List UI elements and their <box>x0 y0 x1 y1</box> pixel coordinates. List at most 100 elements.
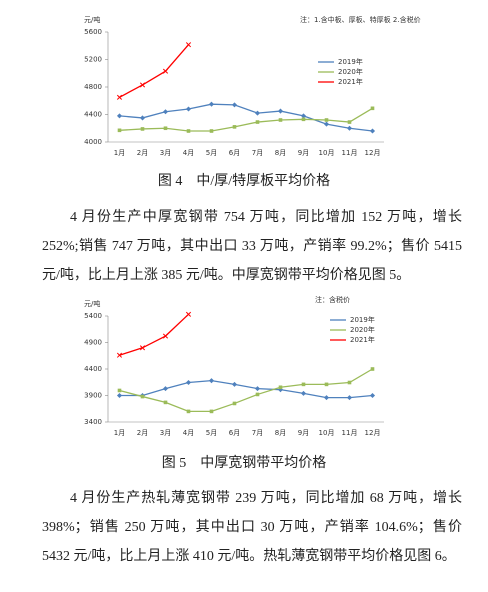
legend-label: 2019年 <box>338 57 363 66</box>
point <box>140 127 145 131</box>
point <box>116 113 123 119</box>
point <box>254 110 261 116</box>
point <box>162 68 169 74</box>
y-tick-label: 5600 <box>84 28 102 36</box>
x-tick-label: 9月 <box>298 429 309 437</box>
point <box>370 106 375 111</box>
y-tick-label: 4800 <box>84 83 102 91</box>
point <box>369 392 376 399</box>
y-tick-label: 4400 <box>84 365 102 373</box>
x-tick-label: 3月 <box>160 149 171 157</box>
point <box>139 345 146 351</box>
point <box>346 125 353 131</box>
point <box>231 381 238 387</box>
point <box>208 101 215 107</box>
y-tick-label: 3400 <box>84 418 102 426</box>
x-tick-label: 6月 <box>229 429 240 437</box>
chart: 元/吨 注：含税价 3400 3900 4400 4900 5400 1月 2月 3月 4月 5月 6月… <box>84 295 384 437</box>
x-tick-label: 10月 <box>319 149 335 157</box>
y-unit: 元/吨 <box>84 299 100 308</box>
y-tick-label: 3900 <box>84 392 102 400</box>
point <box>232 401 237 406</box>
point <box>116 94 123 100</box>
point <box>117 128 122 133</box>
point <box>278 385 283 390</box>
point <box>185 311 192 317</box>
x-tick-label: 11月 <box>342 149 358 157</box>
point <box>255 392 260 397</box>
series-line <box>119 103 373 132</box>
x-tick-label: 3月 <box>160 429 171 437</box>
point <box>370 367 375 371</box>
point <box>347 380 352 385</box>
point <box>163 400 168 405</box>
point <box>209 129 214 133</box>
caption: 图 5 中厚宽钢带平均价格 <box>161 456 327 471</box>
y-unit: 元/吨 <box>84 15 100 24</box>
y-tick-label: 4000 <box>84 138 102 146</box>
legend-label: 2021年 <box>350 335 375 344</box>
point <box>186 129 191 133</box>
x-tick-label: 12月 <box>365 429 381 437</box>
paragraph: 4 月份生产热轧薄宽钢带 239 万吨，同比增加 68 万吨，增长 398%；销… <box>42 491 462 564</box>
point <box>162 333 169 339</box>
legend-label: 2020年 <box>338 67 363 76</box>
series-line <box>119 380 373 399</box>
point <box>347 120 352 124</box>
point <box>162 109 169 115</box>
point <box>209 409 214 414</box>
note: 注：含税价 <box>315 295 350 304</box>
note: 注：1.含中板、厚板、特厚板 2.含税价 <box>300 15 421 24</box>
point <box>185 379 192 386</box>
point <box>139 82 146 88</box>
series-line <box>119 107 373 132</box>
point <box>232 125 237 129</box>
point <box>301 382 306 387</box>
point <box>163 126 168 131</box>
point <box>116 392 123 399</box>
paragraph: 4 月份生产中厚宽钢带 754 万吨，同比增加 152 万吨，增长 252%;销… <box>42 210 462 283</box>
point <box>300 390 307 396</box>
point <box>301 117 306 122</box>
legend-label: 2019年 <box>350 315 375 324</box>
point <box>277 108 284 114</box>
x-tick-label: 8月 <box>275 429 286 437</box>
caption: 图 4 中/厚/特厚板平均价格 <box>157 174 331 189</box>
point <box>185 106 192 112</box>
point <box>369 128 376 134</box>
point <box>323 395 330 401</box>
x-tick-label: 6月 <box>229 149 240 157</box>
x-tick-label: 5月 <box>206 429 217 437</box>
series-line <box>119 44 189 98</box>
x-tick-label: 4月 <box>183 149 194 157</box>
x-tick-label: 2月 <box>137 149 148 157</box>
point <box>254 386 261 392</box>
x-tick-label: 2月 <box>137 429 148 437</box>
x-tick-label: 7月 <box>252 429 263 437</box>
y-tick-label: 4400 <box>84 111 102 119</box>
chart: 元/吨 注：1.含中板、厚板、特厚板 2.含税价 4000 4400 4800 5200 5… <box>84 15 421 157</box>
point <box>186 409 191 414</box>
point <box>346 395 353 401</box>
x-tick-label: 7月 <box>252 149 263 157</box>
point <box>140 394 145 399</box>
point <box>255 120 260 124</box>
point <box>162 386 169 392</box>
point <box>139 115 146 121</box>
x-tick-label: 8月 <box>275 149 286 157</box>
point <box>117 388 122 393</box>
x-tick-label: 11月 <box>342 429 358 437</box>
x-tick-label: 5月 <box>206 149 217 157</box>
y-tick-label: 5200 <box>84 56 102 64</box>
legend-label: 2021年 <box>338 77 363 86</box>
point <box>185 42 192 48</box>
series-line <box>119 368 373 413</box>
point <box>323 121 330 127</box>
y-tick-label: 4900 <box>84 339 102 347</box>
point <box>231 102 238 108</box>
legend-label: 2020年 <box>350 325 375 334</box>
x-tick-label: 12月 <box>365 149 381 157</box>
point <box>324 118 329 122</box>
x-tick-label: 10月 <box>319 429 335 437</box>
